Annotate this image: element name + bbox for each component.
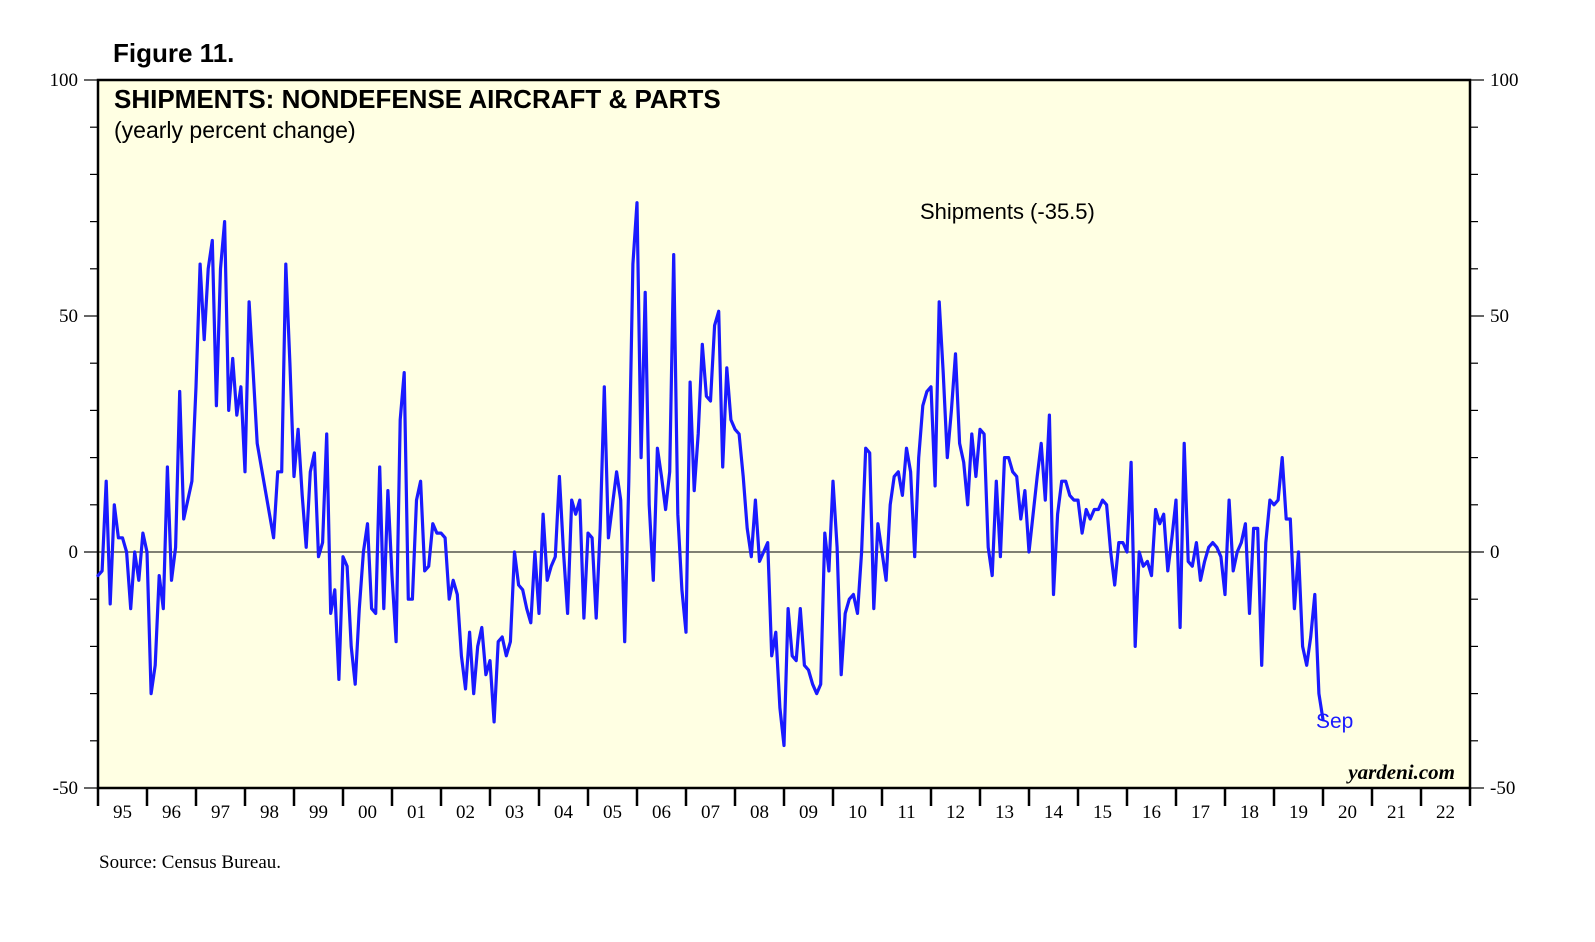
x-tick-label: 96	[162, 802, 181, 823]
x-tick-label: 05	[603, 802, 622, 823]
x-tick-label: 08	[750, 802, 769, 823]
brand-watermark: yardeni.com	[1345, 760, 1455, 784]
x-tick-label: 01	[407, 802, 426, 823]
x-tick-label: 97	[211, 802, 230, 823]
x-tick-label: 12	[946, 802, 965, 823]
x-tick-label: 95	[113, 802, 132, 823]
x-tick-label: 11	[897, 802, 915, 823]
x-tick-label: 04	[554, 802, 574, 823]
y-tick-label-left: 50	[59, 306, 78, 327]
source-note: Source: Census Bureau.	[99, 852, 281, 873]
x-tick-label: 15	[1093, 802, 1112, 823]
x-tick-label: 19	[1289, 802, 1308, 823]
y-tick-label-right: 0	[1490, 542, 1500, 563]
x-tick-label: 10	[848, 802, 867, 823]
x-tick-label: 17	[1191, 802, 1210, 823]
chart-title: SHIPMENTS: NONDEFENSE AIRCRAFT & PARTS	[114, 84, 721, 114]
plot-area	[96, 78, 1472, 790]
x-axis: 95 96 97 98 99 00 01 02 03 04 05 06 07 08 09 10 11 12 13 14…	[96, 788, 1472, 823]
y-tick-label-right: 50	[1490, 306, 1509, 327]
series-line-shipments	[96, 201, 1325, 748]
y-tick-label-right: 100	[1490, 70, 1519, 91]
figure-label: Figure 11.	[113, 38, 234, 68]
x-tick-label: 18	[1240, 802, 1259, 823]
x-tick-label: 98	[260, 802, 279, 823]
x-tick-label: 21	[1387, 802, 1406, 823]
x-tick-label: 02	[456, 802, 475, 823]
series-legend-label: Shipments (-35.5)	[920, 199, 1095, 224]
x-tick-label: 14	[1044, 802, 1064, 823]
x-tick-label: 07	[701, 802, 720, 823]
chart-subtitle: (yearly percent change)	[114, 117, 356, 143]
y-tick-label-left: 0	[69, 542, 79, 563]
y-tick-label-right: -50	[1490, 778, 1515, 799]
x-tick-label: 06	[652, 802, 671, 823]
x-tick-label: 00	[358, 802, 377, 823]
x-tick-label: 03	[505, 802, 524, 823]
x-tick-label: 09	[799, 802, 818, 823]
y-axis-right: -50 0 50 100	[1470, 70, 1519, 799]
x-tick-label: 16	[1142, 802, 1161, 823]
y-tick-label-left: 100	[50, 70, 79, 91]
y-axis-left: -50 0 50 100	[50, 70, 98, 799]
x-tick-label: 20	[1338, 802, 1357, 823]
x-tick-label: 99	[309, 802, 328, 823]
y-tick-label-left: -50	[53, 778, 78, 799]
latest-month-label: Sep	[1316, 710, 1353, 733]
x-tick-label: 13	[995, 802, 1014, 823]
x-tick-label: 22	[1436, 802, 1455, 823]
